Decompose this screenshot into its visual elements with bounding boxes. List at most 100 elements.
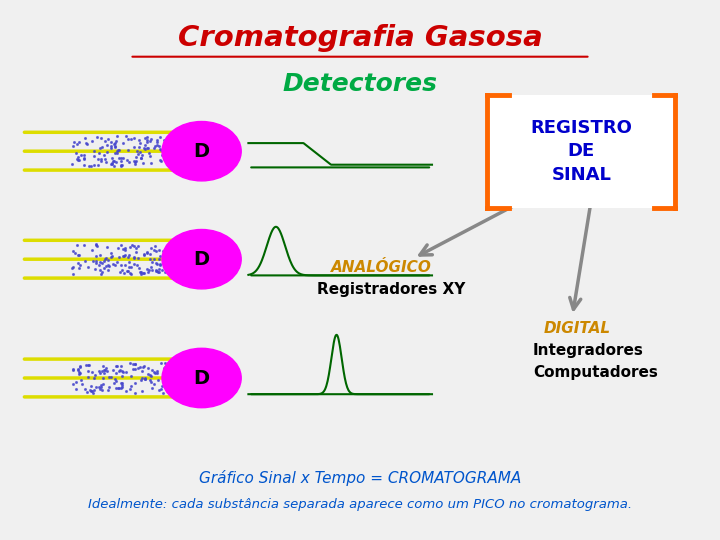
- Point: [66, 160, 78, 168]
- Point: [125, 372, 137, 380]
- Point: [159, 367, 171, 375]
- Point: [117, 381, 128, 389]
- Point: [137, 151, 148, 160]
- Point: [120, 251, 131, 259]
- Point: [158, 363, 170, 372]
- Point: [152, 367, 163, 375]
- Point: [115, 153, 127, 162]
- Circle shape: [162, 348, 241, 408]
- Point: [109, 261, 120, 269]
- Point: [112, 244, 124, 252]
- Point: [141, 144, 153, 152]
- Point: [67, 380, 78, 388]
- Point: [128, 253, 140, 261]
- Point: [115, 161, 127, 170]
- Point: [99, 154, 111, 163]
- Point: [153, 142, 165, 151]
- Point: [101, 141, 112, 150]
- Point: [100, 262, 112, 271]
- Point: [109, 375, 121, 384]
- Point: [117, 382, 128, 391]
- Point: [99, 365, 110, 374]
- Point: [81, 387, 92, 396]
- Point: [135, 268, 146, 277]
- Point: [149, 369, 161, 377]
- Point: [88, 386, 99, 394]
- Point: [69, 249, 81, 258]
- Point: [141, 136, 153, 144]
- Point: [73, 369, 85, 378]
- Point: [67, 247, 78, 255]
- Point: [117, 251, 129, 260]
- Point: [154, 133, 166, 141]
- Point: [80, 361, 91, 369]
- Point: [153, 268, 164, 276]
- Point: [129, 359, 140, 368]
- Point: [149, 142, 161, 151]
- Point: [102, 386, 114, 394]
- Point: [78, 241, 90, 249]
- Point: [138, 249, 150, 258]
- Point: [124, 359, 135, 368]
- Point: [123, 257, 135, 266]
- Point: [91, 132, 103, 141]
- Point: [109, 157, 120, 166]
- Point: [84, 361, 95, 369]
- Point: [88, 256, 99, 265]
- Point: [93, 148, 104, 157]
- Point: [67, 264, 78, 273]
- Text: Registradores XY: Registradores XY: [317, 282, 465, 297]
- Point: [156, 385, 167, 394]
- Point: [156, 157, 167, 166]
- Point: [115, 157, 127, 165]
- Point: [155, 359, 166, 368]
- Point: [122, 156, 133, 165]
- Point: [82, 372, 94, 381]
- Point: [152, 376, 163, 384]
- Point: [67, 366, 78, 375]
- Point: [102, 242, 113, 251]
- Point: [141, 137, 153, 146]
- Point: [130, 364, 141, 373]
- Point: [139, 140, 150, 149]
- Point: [139, 133, 150, 142]
- Point: [114, 366, 125, 375]
- Point: [93, 382, 104, 391]
- Point: [112, 147, 123, 156]
- Text: Integradores: Integradores: [533, 343, 644, 358]
- Point: [121, 266, 132, 275]
- Point: [139, 375, 150, 383]
- Point: [110, 158, 122, 166]
- Point: [137, 367, 148, 375]
- Point: [100, 254, 112, 262]
- Point: [78, 160, 90, 169]
- Point: [78, 153, 90, 162]
- Point: [130, 244, 142, 252]
- Point: [129, 379, 140, 388]
- Point: [86, 245, 97, 254]
- Point: [145, 244, 157, 252]
- Point: [120, 132, 131, 140]
- Point: [130, 360, 141, 369]
- Point: [71, 154, 83, 163]
- Point: [89, 370, 101, 379]
- Point: [70, 377, 81, 386]
- Point: [132, 261, 143, 269]
- Point: [148, 254, 160, 263]
- Point: [139, 374, 150, 382]
- Point: [94, 369, 106, 377]
- Point: [108, 365, 120, 374]
- Point: [95, 383, 107, 391]
- Point: [158, 380, 170, 388]
- Point: [143, 370, 154, 379]
- Point: [74, 362, 86, 370]
- Point: [119, 246, 130, 254]
- Point: [113, 146, 125, 154]
- Point: [94, 251, 106, 260]
- Point: [67, 141, 78, 150]
- Point: [112, 362, 123, 371]
- Point: [134, 268, 145, 276]
- Point: [117, 379, 128, 387]
- Text: ANALÓGICO: ANALÓGICO: [331, 260, 432, 275]
- Point: [146, 258, 158, 266]
